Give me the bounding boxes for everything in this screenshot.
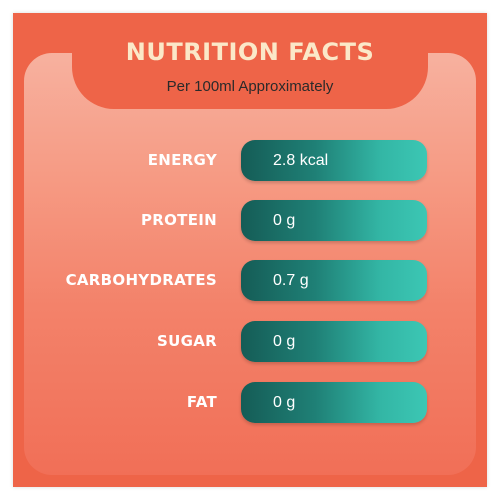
nutrient-row-carbohydrates: CARBOHYDRATES 0.7 g: [13, 258, 487, 302]
page-subtitle: Per 100ml Approximately: [166, 78, 334, 95]
page-title: NUTRITION FACTS: [125, 38, 375, 66]
nutrient-value: 0 g: [273, 333, 296, 350]
nutrient-row-sugar: SUGAR 0 g: [13, 319, 487, 363]
nutrient-row-fat: FAT 0 g: [13, 380, 487, 424]
nutrient-value: 0.7 g: [273, 272, 309, 289]
nutrient-row-energy: ENERGY 2.8 kcal: [13, 138, 487, 182]
nutrient-value-pill: 2.8 kcal: [241, 140, 427, 181]
header-tab: [72, 53, 428, 109]
nutrient-value: 2.8 kcal: [273, 152, 329, 169]
nutrient-label: PROTEIN: [140, 211, 217, 229]
nutrient-value: 0 g: [273, 394, 296, 411]
nutrient-value-pill: 0 g: [241, 321, 427, 362]
nutrient-value-pill: 0 g: [241, 200, 427, 241]
nutrient-label: ENERGY: [147, 151, 217, 169]
nutrient-label: SUGAR: [157, 332, 217, 350]
nutrient-label: CARBOHYDRATES: [65, 271, 217, 289]
nutrient-value-pill: 0.7 g: [241, 260, 427, 301]
nutrition-card: NUTRITION FACTS Per 100ml Approximately …: [13, 13, 487, 487]
nutrient-label: FAT: [186, 393, 217, 411]
nutrient-value: 0 g: [273, 212, 296, 229]
nutrient-row-protein: PROTEIN 0 g: [13, 198, 487, 242]
nutrient-value-pill: 0 g: [241, 382, 427, 423]
